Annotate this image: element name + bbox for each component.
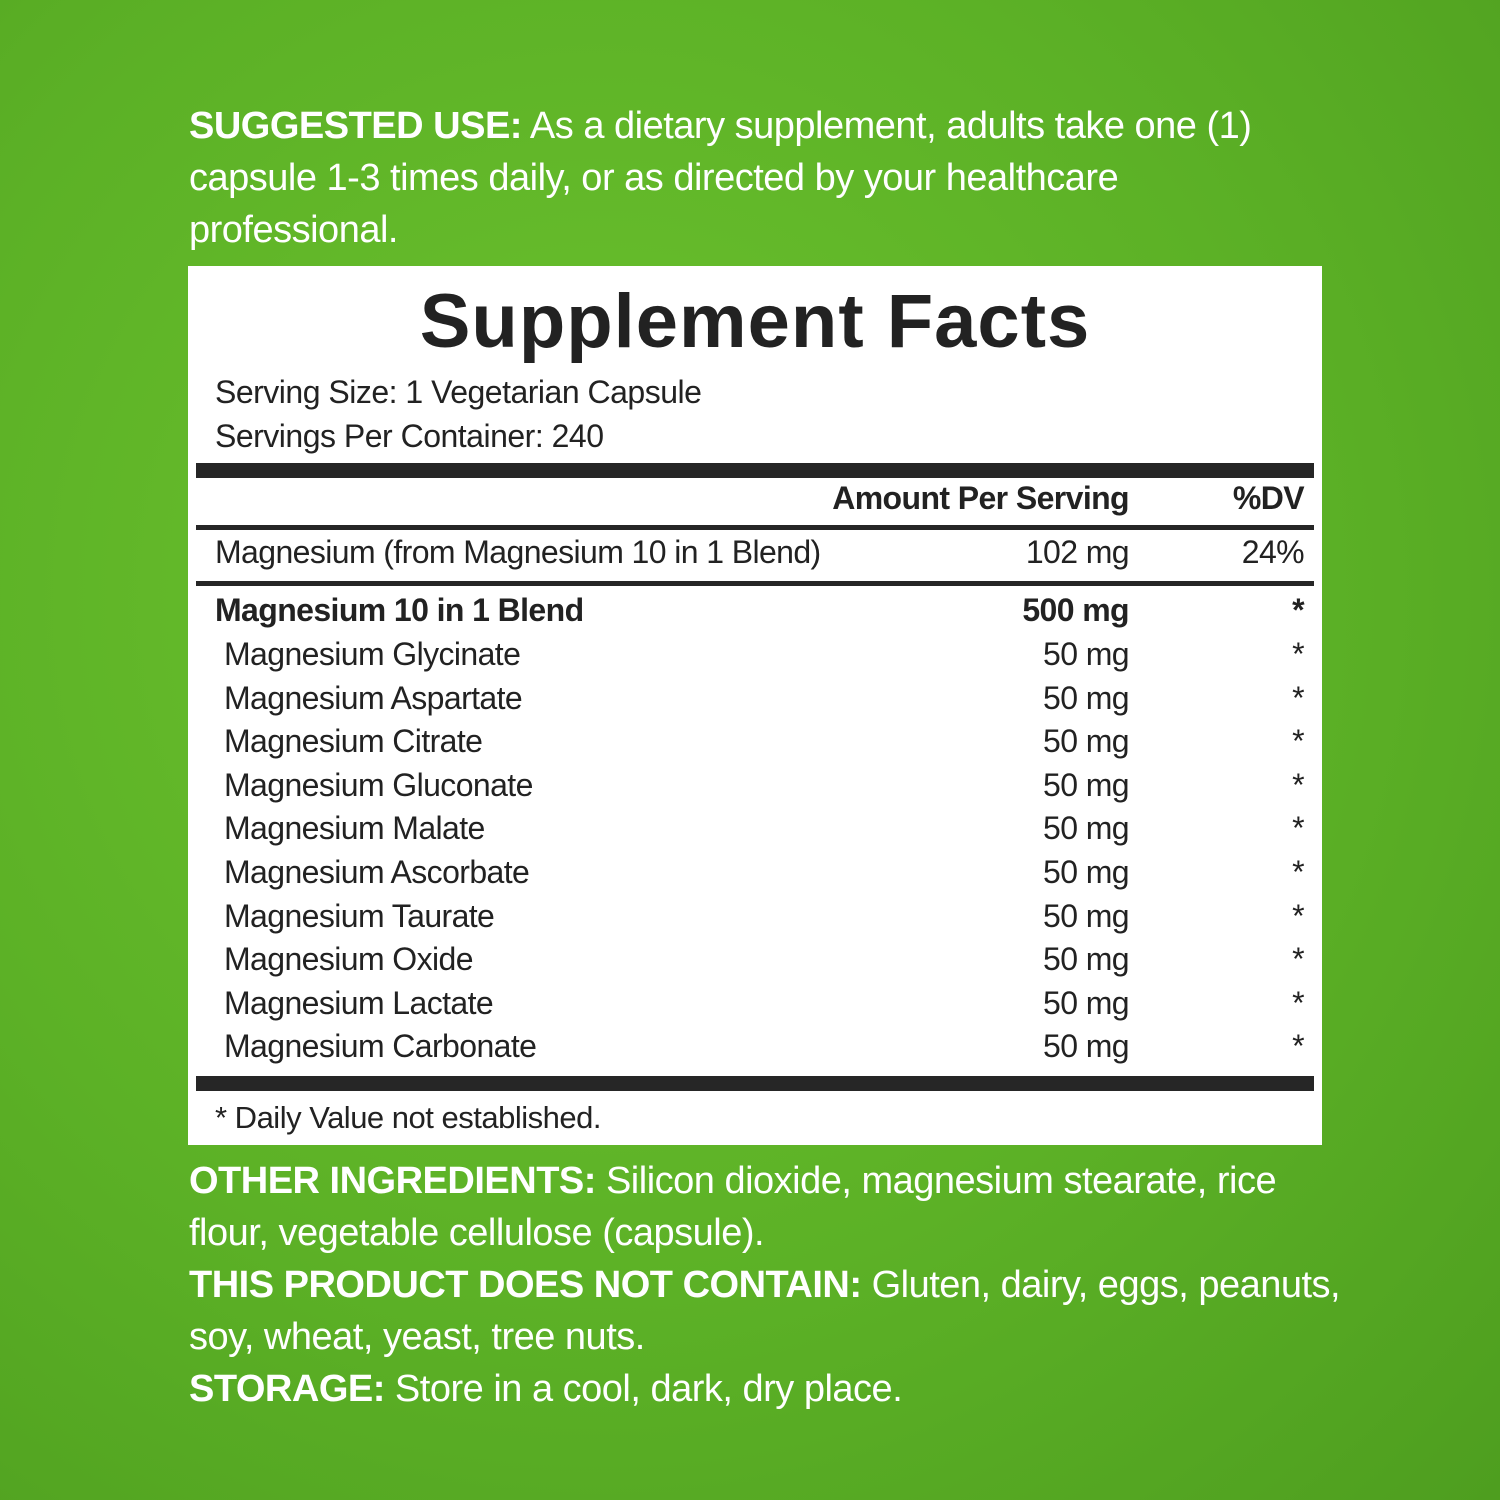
nutrient-dv: 24% xyxy=(1241,534,1305,570)
ingredient-name: Magnesium Ascorbate xyxy=(224,854,530,890)
amount-header: Amount Per Serving xyxy=(832,480,1129,516)
blend-name: Magnesium 10 in 1 Blend xyxy=(215,592,584,628)
other-info: OTHER INGREDIENTS: Silicon dioxide, magn… xyxy=(189,1155,1349,1415)
thick-rule xyxy=(196,463,1314,478)
ingredient-row: Magnesium Gluconate 50 mg * xyxy=(215,766,1305,811)
ingredient-amount: 50 mg xyxy=(1043,941,1130,978)
ingredient-name: Magnesium Oxide xyxy=(224,941,474,978)
does-not-contain-label: THIS PRODUCT DOES NOT CONTAIN: xyxy=(189,1264,862,1306)
other-ingredients-label: OTHER INGREDIENTS: xyxy=(189,1160,596,1202)
ingredient-name: Magnesium Gluconate xyxy=(224,766,533,803)
ingredient-amount: 50 mg xyxy=(1043,810,1130,847)
facts-title: Supplement Facts xyxy=(419,279,1091,364)
other-ingredients-text: Silicon dioxide, magnesium stearate, ric… xyxy=(189,1160,1277,1254)
ingredient-row: Magnesium Taurate 50 mg * xyxy=(215,897,1305,942)
ingredient-dv: * xyxy=(1292,636,1304,672)
ingredient-amount: 50 mg xyxy=(1043,897,1130,934)
blend-amount: 500 mg xyxy=(1022,592,1129,628)
blend-row: Magnesium 10 in 1 Blend 500 mg * xyxy=(215,592,1305,636)
ingredient-dv: * xyxy=(1292,679,1304,716)
dv-header: %DV xyxy=(1232,480,1305,516)
ingredient-dv: * xyxy=(1292,854,1304,890)
ingredient-dv: * xyxy=(1292,723,1304,760)
ingredient-amount: 50 mg xyxy=(1043,1028,1130,1065)
suggested-use-label: SUGGESTED USE: xyxy=(189,105,522,147)
ingredient-row: Magnesium Ascorbate 50 mg * xyxy=(215,854,1305,898)
ingredient-row: Magnesium Aspartate 50 mg * xyxy=(215,679,1305,724)
ingredient-row: Magnesium Oxide 50 mg * xyxy=(215,941,1305,985)
storage-text: Store in a cool, dark, dry place. xyxy=(384,1368,903,1410)
ingredient-amount: 50 mg xyxy=(1043,766,1130,803)
supplement-facts-panel: Supplement Facts Serving Size: 1 Vegetar… xyxy=(188,266,1322,1145)
serving-size: Serving Size: 1 Vegetarian Capsule xyxy=(215,374,702,410)
storage: STORAGE: Store in a cool, dark, dry plac… xyxy=(189,1363,1349,1415)
ingredient-name: Magnesium Lactate xyxy=(224,984,494,1021)
ingredient-amount: 50 mg xyxy=(1043,854,1130,890)
ingredient-name: Magnesium Aspartate xyxy=(224,679,523,716)
thick-rule xyxy=(196,1076,1314,1091)
suggested-use-text: As a dietary supplement, adults take one… xyxy=(189,105,1252,251)
ingredient-amount: 50 mg xyxy=(1043,984,1130,1021)
suggested-use: SUGGESTED USE: As a dietary supplement, … xyxy=(189,100,1289,256)
rule xyxy=(196,581,1314,586)
ingredient-dv: * xyxy=(1292,766,1304,803)
ingredient-dv: * xyxy=(1292,941,1304,978)
nutrient-name: Magnesium (from Magnesium 10 in 1 Blend) xyxy=(215,534,821,570)
does-not-contain: THIS PRODUCT DOES NOT CONTAIN: Gluten, d… xyxy=(189,1259,1349,1363)
ingredient-dv: * xyxy=(1292,1028,1304,1065)
ingredient-row: Magnesium Carbonate 50 mg * xyxy=(215,1028,1305,1072)
ingredient-amount: 50 mg xyxy=(1043,636,1130,672)
header-row: Amount Per Serving %DV xyxy=(215,480,1304,524)
does-not-contain-text: Gluten, dairy, eggs, peanuts, soy, wheat… xyxy=(189,1264,1341,1358)
ingredient-amount: 50 mg xyxy=(1043,679,1130,716)
ingredient-row: Magnesium Glycinate 50 mg * xyxy=(215,636,1305,680)
servings-per-container: Servings Per Container: 240 xyxy=(215,418,604,454)
ingredient-row: Magnesium Malate 50 mg * xyxy=(215,810,1305,854)
ingredient-amount: 50 mg xyxy=(1043,723,1130,760)
rule xyxy=(196,525,1314,530)
ingredient-dv: * xyxy=(1292,897,1304,934)
ingredient-name: Magnesium Malate xyxy=(224,810,485,847)
nutrient-amount: 102 mg xyxy=(1025,534,1130,570)
blend-dv: * xyxy=(1292,592,1304,628)
ingredient-name: Magnesium Glycinate xyxy=(224,636,521,672)
footnote: * Daily Value not established. xyxy=(215,1100,601,1135)
main-nutrient-row: Magnesium (from Magnesium 10 in 1 Blend)… xyxy=(215,534,1305,578)
storage-label: STORAGE: xyxy=(189,1368,385,1410)
ingredient-dv: * xyxy=(1292,984,1304,1021)
ingredient-name: Magnesium Taurate xyxy=(224,897,495,934)
ingredient-row: Magnesium Lactate 50 mg * xyxy=(215,984,1305,1029)
ingredient-name: Magnesium Citrate xyxy=(224,723,483,760)
ingredient-row: Magnesium Citrate 50 mg * xyxy=(215,723,1305,767)
ingredient-dv: * xyxy=(1292,810,1304,847)
ingredient-name: Magnesium Carbonate xyxy=(224,1028,537,1065)
other-ingredients: OTHER INGREDIENTS: Silicon dioxide, magn… xyxy=(189,1155,1349,1259)
